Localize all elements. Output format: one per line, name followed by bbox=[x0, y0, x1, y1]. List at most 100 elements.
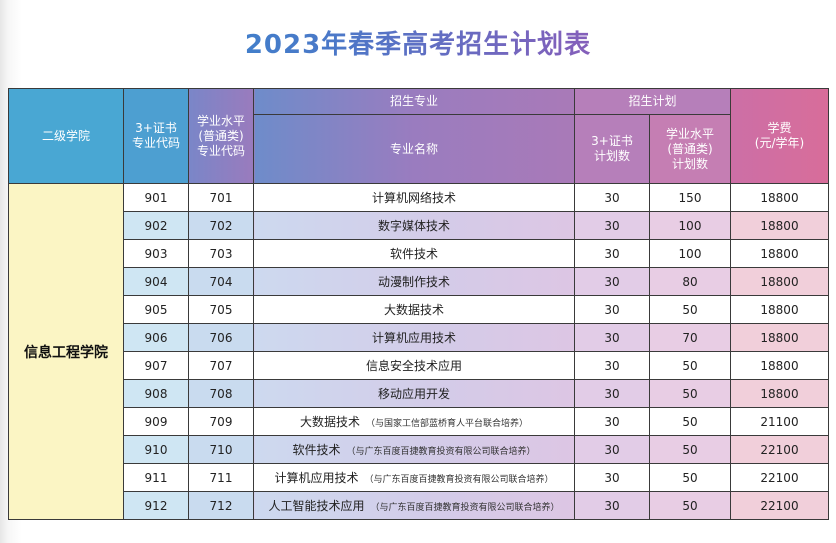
major-name: 大数据技术 bbox=[299, 415, 360, 429]
table-row: 902 702 数字媒体技术 30 100 18800 bbox=[9, 211, 829, 240]
cert-plan-cell: 30 bbox=[574, 183, 650, 212]
cert-plan-cell: 30 bbox=[574, 435, 650, 464]
major-note: （与广东百度百捷教育投资有限公司联合培养） bbox=[364, 475, 554, 485]
header-major-name: 专业名称 bbox=[253, 114, 575, 184]
cert-code-cell: 902 bbox=[123, 211, 189, 240]
table-row: 907 707 信息安全技术应用 30 50 18800 bbox=[9, 351, 829, 380]
cert-code-cell: 907 bbox=[123, 351, 189, 380]
level-plan-cell: 50 bbox=[649, 295, 731, 324]
cert-plan-cell: 30 bbox=[574, 351, 650, 380]
cert-code-cell: 911 bbox=[123, 463, 189, 492]
table-row: 905 705 大数据技术 30 50 18800 bbox=[9, 295, 829, 324]
major-name-cell: 计算机应用技术 bbox=[253, 323, 575, 352]
cert-code-cell: 908 bbox=[123, 379, 189, 408]
header-plan-level-label: 学业水平 (普通类) 计划数 bbox=[665, 126, 714, 171]
level-code-cell: 707 bbox=[188, 351, 254, 380]
page-title: 2023年春季高考招生计划表 bbox=[0, 24, 836, 61]
fee-cell: 18800 bbox=[730, 267, 829, 296]
level-code-cell: 704 bbox=[188, 267, 254, 296]
major-name-cell: 大数据技术 （与国家工信部蓝桥育人平台联合培养） bbox=[253, 407, 575, 436]
major-name-cell: 动漫制作技术 bbox=[253, 267, 575, 296]
cert-plan-cell: 30 bbox=[574, 491, 650, 520]
major-name-cell: 信息安全技术应用 bbox=[253, 351, 575, 380]
header-fee-label: 学费 (元/学年) bbox=[754, 121, 805, 150]
major-name: 计算机网络技术 bbox=[371, 191, 456, 205]
major-name: 计算机应用技术 bbox=[371, 331, 456, 345]
major-name-cell: 大数据技术 bbox=[253, 295, 575, 324]
header-plan-level: 学业水平 (普通类) 计划数 bbox=[649, 114, 731, 184]
cert-code-cell: 904 bbox=[123, 267, 189, 296]
header-code-level: 学业水平 (普通类) 专业代码 bbox=[188, 88, 254, 184]
level-plan-cell: 50 bbox=[649, 463, 731, 492]
cert-code-cell: 903 bbox=[123, 239, 189, 268]
fee-cell: 22100 bbox=[730, 435, 829, 464]
major-note: （与广东百度百捷教育投资有限公司联合培养） bbox=[346, 447, 536, 457]
cert-code-cell: 905 bbox=[123, 295, 189, 324]
enrollment-plan-table: 二级学院 3+证书 专业代码 学业水平 (普通类) 专业代码 招生专业 招生计划… bbox=[8, 88, 829, 520]
level-plan-cell: 100 bbox=[649, 211, 731, 240]
fee-cell: 18800 bbox=[730, 323, 829, 352]
fee-cell: 21100 bbox=[730, 407, 829, 436]
level-plan-cell: 50 bbox=[649, 379, 731, 408]
header-code-level-label: 学业水平 (普通类) 专业代码 bbox=[196, 113, 245, 158]
level-code-cell: 710 bbox=[188, 435, 254, 464]
level-plan-cell: 50 bbox=[649, 491, 731, 520]
major-name-cell: 软件技术 bbox=[253, 239, 575, 268]
fee-cell: 18800 bbox=[730, 295, 829, 324]
table-row: 909 709 大数据技术 （与国家工信部蓝桥育人平台联合培养） 30 50 21100 bbox=[9, 407, 829, 436]
cert-plan-cell: 30 bbox=[574, 323, 650, 352]
major-name-cell: 软件技术 （与广东百度百捷教育投资有限公司联合培养） bbox=[253, 435, 575, 464]
major-name-cell: 计算机网络技术 bbox=[253, 183, 575, 212]
cert-plan-cell: 30 bbox=[574, 295, 650, 324]
major-name: 动漫制作技术 bbox=[377, 275, 450, 289]
level-plan-cell: 100 bbox=[649, 239, 731, 268]
major-name-cell: 计算机应用技术 （与广东百度百捷教育投资有限公司联合培养） bbox=[253, 463, 575, 492]
level-plan-cell: 50 bbox=[649, 351, 731, 380]
college-name: 信息工程学院 bbox=[8, 183, 124, 520]
header-plan-cert-label: 3+证书 计划数 bbox=[591, 134, 633, 163]
major-name: 数字媒体技术 bbox=[377, 219, 450, 233]
header-plan-group: 招生计划 bbox=[574, 88, 731, 115]
level-plan-cell: 70 bbox=[649, 323, 731, 352]
table-row: 911 711 计算机应用技术 （与广东百度百捷教育投资有限公司联合培养） 30 50 22… bbox=[9, 463, 829, 492]
table-row: 903 703 软件技术 30 100 18800 bbox=[9, 239, 829, 268]
table-row: 信息工程学院 901 701 计算机网络技术 30 150 18800 bbox=[8, 183, 829, 520]
level-plan-cell: 50 bbox=[649, 407, 731, 436]
major-note: （与广东百度百捷教育投资有限公司联合培养） bbox=[370, 503, 560, 513]
major-name: 人工智能技术应用 bbox=[268, 499, 365, 513]
table-row: 910 710 软件技术 （与广东百度百捷教育投资有限公司联合培养） 30 50 22100 bbox=[9, 435, 829, 464]
fee-cell: 18800 bbox=[730, 379, 829, 408]
table-body: 信息工程学院 901 701 计算机网络技术 30 150 18800 902 702 数字媒体技… bbox=[8, 183, 829, 520]
level-code-cell: 701 bbox=[188, 183, 254, 212]
major-name-cell: 移动应用开发 bbox=[253, 379, 575, 408]
level-code-cell: 708 bbox=[188, 379, 254, 408]
cert-code-cell: 901 bbox=[123, 183, 189, 212]
header-college: 二级学院 bbox=[8, 88, 124, 184]
cert-plan-cell: 30 bbox=[574, 407, 650, 436]
cert-plan-cell: 30 bbox=[574, 267, 650, 296]
cert-code-cell: 910 bbox=[123, 435, 189, 464]
major-name: 信息安全技术应用 bbox=[365, 359, 462, 373]
major-note: （与国家工信部蓝桥育人平台联合培养） bbox=[366, 419, 529, 429]
level-plan-cell: 50 bbox=[649, 435, 731, 464]
header-major-group: 招生专业 bbox=[253, 88, 575, 115]
level-plan-cell: 80 bbox=[649, 267, 731, 296]
table-row: 904 704 动漫制作技术 30 80 18800 bbox=[9, 267, 829, 296]
fee-cell: 18800 bbox=[730, 211, 829, 240]
major-name: 移动应用开发 bbox=[377, 387, 450, 401]
level-code-cell: 703 bbox=[188, 239, 254, 268]
header-code-cert-label: 3+证书 专业代码 bbox=[131, 121, 180, 150]
cert-code-cell: 912 bbox=[123, 491, 189, 520]
cert-plan-cell: 30 bbox=[574, 463, 650, 492]
major-name-cell: 数字媒体技术 bbox=[253, 211, 575, 240]
cert-plan-cell: 30 bbox=[574, 211, 650, 240]
level-code-cell: 705 bbox=[188, 295, 254, 324]
level-plan-cell: 150 bbox=[649, 183, 731, 212]
cert-plan-cell: 30 bbox=[574, 379, 650, 408]
header-fee: 学费 (元/学年) bbox=[730, 88, 829, 184]
major-name: 计算机应用技术 bbox=[274, 471, 359, 485]
major-name-cell: 人工智能技术应用 （与广东百度百捷教育投资有限公司联合培养） bbox=[253, 491, 575, 520]
major-name: 大数据技术 bbox=[383, 303, 444, 317]
level-code-cell: 702 bbox=[188, 211, 254, 240]
cert-code-cell: 906 bbox=[123, 323, 189, 352]
